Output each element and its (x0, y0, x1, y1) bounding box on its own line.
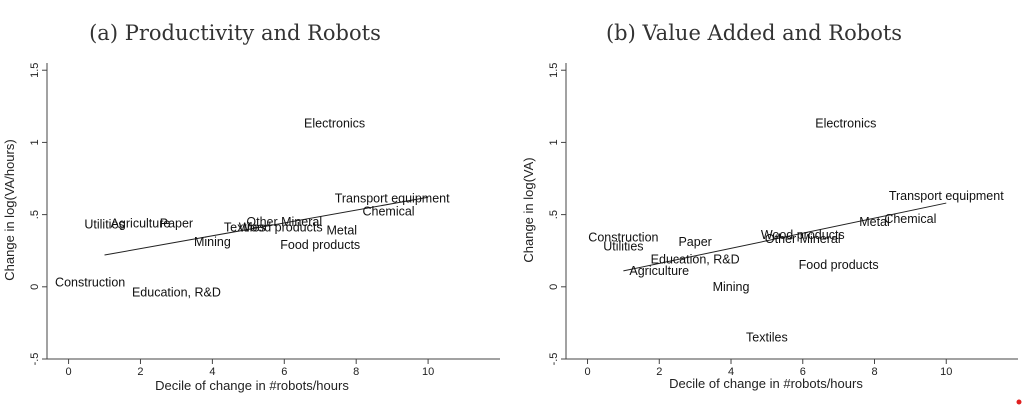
point-label: Other Mineral (765, 232, 841, 246)
point-label: Textiles (746, 330, 788, 344)
x-tick-label: 2 (137, 366, 143, 378)
x-tick-label: 0 (584, 366, 590, 378)
point-label: Agriculture (111, 216, 171, 230)
corner-dot (1016, 399, 1022, 405)
point-label: Education, R&D (651, 252, 740, 266)
panel-title: (a) Productivity and Robots (89, 21, 381, 45)
panel-productivity: (a) Productivity and Robots Decile of ch… (2, 21, 500, 393)
axes: 0 2 4 6 8 10 -.5 0 .5 1 1.5 (29, 63, 500, 378)
y-tick-label: 0 (548, 284, 560, 290)
y-tick-label: 1.5 (548, 63, 560, 78)
y-tick-label: -.5 (548, 353, 560, 366)
fit-line-group (623, 202, 947, 272)
point-label: Wood products (239, 221, 323, 235)
point-label: Wood products (761, 228, 845, 242)
point-label: Construction (588, 231, 658, 245)
fit-line (623, 202, 947, 272)
points-group: Electronics Transport equipment ChemicalMe… (588, 117, 1004, 345)
y-tick-label: 1.5 (29, 63, 41, 78)
x-tick-label: 6 (281, 366, 287, 378)
point-label: Electronics (304, 117, 365, 131)
point-label: Transport equipment (335, 192, 450, 206)
x-tick-label: 10 (422, 366, 434, 378)
y-tick-label: 1 (29, 139, 41, 145)
x-tick-label: 6 (800, 366, 806, 378)
x-tick-label: 2 (656, 366, 662, 378)
x-axis-label: Decile of change in #robots/hours (155, 378, 349, 393)
y-tick-label: .5 (548, 210, 560, 219)
x-tick-label: 8 (353, 366, 359, 378)
y-axis-label: Change in log(VA) (521, 157, 536, 262)
point-label: Utilities (603, 239, 643, 253)
point-label: Transport equipment (889, 189, 1004, 203)
point-label: Electronics (815, 117, 876, 131)
x-tick-label: 0 (66, 366, 72, 378)
point-label: Food products (280, 238, 360, 252)
x-tick-label: 10 (940, 366, 952, 378)
point-label: Textiles (224, 221, 266, 235)
panel-title: (b) Value Added and Robots (606, 21, 902, 45)
y-tick-label: 0 (29, 284, 41, 290)
y-tick-label: 1 (548, 139, 560, 145)
point-label: Paper (678, 235, 711, 249)
point-label: Construction (55, 275, 125, 289)
point-label: Metal (327, 223, 358, 237)
x-tick-label: 8 (871, 366, 877, 378)
x-tick-label: 4 (728, 366, 734, 378)
axes: 0 2 4 6 8 10 -.5 0 .5 1 1.5 (548, 63, 1018, 378)
point-label: Utilities (84, 218, 124, 232)
point-label: Mining (713, 280, 750, 294)
fit-line (104, 196, 429, 256)
point-label: Chemical (884, 212, 936, 226)
point-label: Chemical (362, 205, 414, 219)
point-label: Agriculture (629, 264, 689, 278)
point-label: Paper (160, 216, 193, 230)
y-tick-label: .5 (29, 210, 41, 219)
point-label: Other Mineral (246, 215, 322, 229)
point-label: Mining (194, 235, 231, 249)
point-label: Metal (859, 215, 890, 229)
point-label: Food products (799, 258, 879, 272)
panel-value-added: (b) Value Added and Robots Decile of cha… (521, 21, 1018, 391)
x-tick-label: 4 (209, 366, 215, 378)
x-axis-label: Decile of change in #robots/hours (669, 376, 863, 391)
y-axis-label: Change in log(VA/hours) (2, 139, 17, 280)
point-label: Education, R&D (132, 286, 221, 300)
y-tick-label: -.5 (29, 353, 41, 366)
fit-line-group (104, 196, 429, 256)
